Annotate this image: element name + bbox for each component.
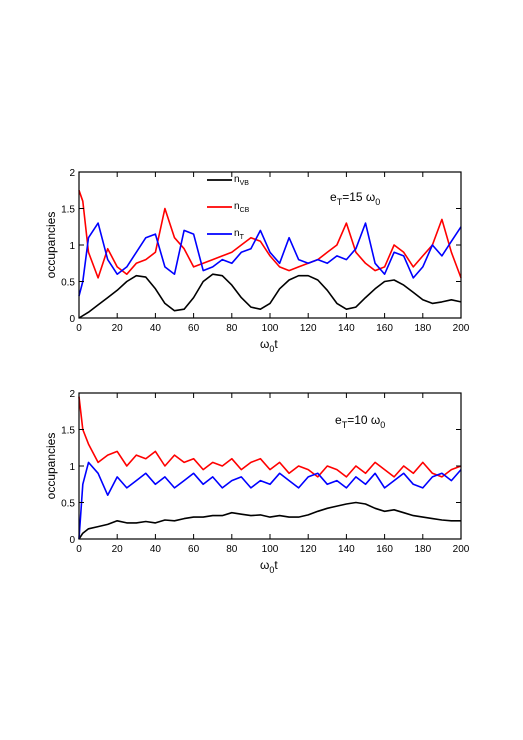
x-tick-label: 140 [338,544,355,555]
x-tick-label: 200 [453,544,470,555]
x-tick-label: 100 [262,544,279,555]
x-tick-label: 80 [226,544,238,555]
y-axis-label: occupancies [44,433,58,500]
x-tick-label: 140 [338,323,355,334]
series-line-nCB [78,396,462,478]
legend-label-nVB: nVB [234,174,249,187]
x-tick-label: 40 [150,323,162,334]
x-tick-label: 0 [76,323,82,334]
x-tick-label: 20 [112,544,124,555]
y-tick-label: 1 [69,241,75,252]
series-line-nT [78,222,462,297]
energy-annotation: eT=10 ω0 [335,413,385,430]
x-tick-label: 60 [188,544,200,555]
x-tick-label: 180 [414,544,431,555]
y-tick-label: 2 [69,389,75,400]
x-tick-label: 160 [376,544,393,555]
y-tick-label: 0 [69,314,75,325]
y-tick-label: 0.5 [61,278,75,289]
x-tick-label: 0 [76,544,82,555]
y-tick-label: 1 [69,462,75,473]
y-axis-label: occupancies [44,212,58,279]
x-tick-label: 60 [188,323,200,334]
y-tick-label: 0 [69,535,75,546]
energy-annotation: eT=15 ω0 [330,190,380,207]
series-line-nT [78,461,462,540]
x-tick-label: 200 [453,323,470,334]
x-tick-label: 80 [226,323,238,334]
plot-frame [78,171,462,319]
y-tick-label: 2 [69,168,75,179]
series-line-nVB [78,501,461,540]
x-tick-label: 120 [300,544,317,555]
y-tick-label: 1.5 [61,205,75,216]
y-tick-label: 1.5 [61,426,75,437]
x-tick-label: 20 [112,323,124,334]
top-chart: 0 20 40 60 80 100 120 140 160 180 200 0 0.5 1 1.5 2 ω0t o… [44,168,470,354]
bottom-chart: 0 20 40 60 80 100 120 140 160 180 200 0 0.5 1 1.5 2 ω0t o… [44,389,470,575]
series-line-nVB [78,273,462,319]
legend-label-nT: nT [234,228,245,241]
x-axis-label: ω0t [260,558,278,575]
x-tick-label: 40 [150,544,162,555]
series-line-nCB [78,190,462,279]
x-axis-label: ω0t [260,337,278,354]
x-tick-label: 120 [300,323,317,334]
x-tick-label: 100 [262,323,279,334]
y-tick-label: 0.5 [61,499,75,510]
x-tick-label: 180 [414,323,431,334]
legend-label-nCB: nCB [234,201,250,214]
x-tick-label: 160 [376,323,393,334]
